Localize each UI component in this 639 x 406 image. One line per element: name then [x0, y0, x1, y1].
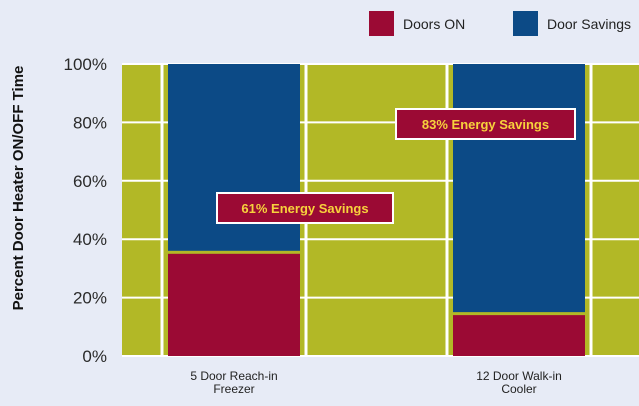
annotations: 61% Energy Savings 83% Energy Savings	[216, 108, 576, 224]
y-tick-label: 80%	[73, 113, 107, 132]
bars	[168, 64, 585, 356]
y-tick-label: 100%	[64, 55, 107, 74]
x-category-label: 12 Door Walk-in	[476, 369, 562, 383]
bar-door-savings-1	[453, 64, 585, 313]
y-tick-label: 0%	[82, 347, 107, 366]
x-category-label: Cooler	[501, 382, 536, 396]
annotation-label: 61% Energy Savings	[241, 201, 368, 216]
legend-label-door-savings: Door Savings	[547, 16, 631, 32]
bar-doors-on-1	[453, 315, 585, 356]
bar-doors-on-0	[168, 253, 300, 356]
annotation-box	[216, 192, 394, 224]
annotation-label: 83% Energy Savings	[422, 117, 549, 132]
legend-label-doors-on: Doors ON	[403, 16, 465, 32]
x-category-label: 5 Door Reach-in	[190, 369, 277, 383]
y-axis-ticks: 0% 20% 40% 60% 80% 100%	[64, 55, 107, 366]
y-tick-label: 20%	[73, 289, 107, 308]
y-tick-label: 60%	[73, 172, 107, 191]
annotation-box	[395, 108, 576, 140]
x-category-label: Freezer	[213, 382, 254, 396]
legend: Doors ON Door Savings	[369, 11, 631, 36]
y-tick-label: 40%	[73, 230, 107, 249]
legend-swatch-door-savings	[513, 11, 538, 36]
y-axis-label: Percent Door Heater ON/OFF Time	[10, 66, 27, 311]
legend-swatch-doors-on	[369, 11, 394, 36]
